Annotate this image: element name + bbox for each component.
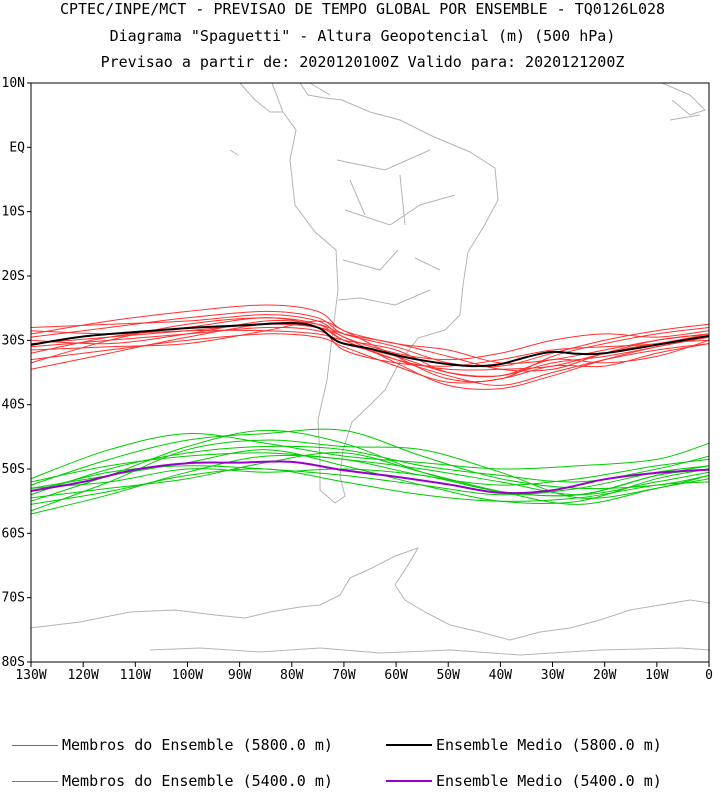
x-tick-label: 120W bbox=[67, 668, 98, 683]
x-tick-label: 20W bbox=[593, 668, 617, 683]
ensemble-member-line-member5400-11 bbox=[30, 468, 710, 505]
x-tick-label: 0 bbox=[705, 668, 713, 683]
y-tick-label: EQ bbox=[9, 140, 25, 155]
legend-item-members-5800: Membros do Ensemble (5800.0 m) bbox=[12, 736, 333, 754]
y-tick-label: 80S bbox=[2, 655, 25, 670]
ensemble-mean-line-mean5800-0 bbox=[30, 321, 710, 368]
south-america-outline bbox=[271, 82, 499, 504]
antarctica-shelf bbox=[149, 647, 711, 656]
legend-item-members-5400: Membros do Ensemble (5400.0 m) bbox=[12, 772, 333, 790]
y-tick-label: 70S bbox=[2, 591, 25, 606]
x-tick-label: 90W bbox=[228, 668, 252, 683]
antarctica-coastline bbox=[29, 547, 711, 641]
chart-title-line-3: Previsao a partir de: 2020120100Z Valido… bbox=[100, 53, 625, 71]
legend-label-mean-5400: Ensemble Medio (5400.0 m) bbox=[436, 772, 662, 790]
x-tick-label: 10W bbox=[645, 668, 669, 683]
x-tick-label: 110W bbox=[120, 668, 151, 683]
country-borders bbox=[336, 149, 456, 306]
y-tick-label: 10S bbox=[2, 205, 25, 220]
ensemble-member-line-member5400-8 bbox=[30, 454, 710, 515]
ensemble-member-line-member5800-9 bbox=[30, 304, 710, 364]
x-tick-label: 130W bbox=[15, 668, 46, 683]
ensemble-member-line-member5400-5 bbox=[30, 433, 710, 480]
legend-label-mean-5800: Ensemble Medio (5800.0 m) bbox=[436, 736, 662, 754]
ensemble-member-line-member5800-2 bbox=[30, 333, 710, 384]
y-tick-label: 60S bbox=[2, 526, 25, 541]
plot-frame bbox=[30, 82, 710, 663]
y-tick-label: 50S bbox=[2, 462, 25, 477]
legend-swatch-black bbox=[386, 744, 432, 746]
x-tick-label: 100W bbox=[172, 668, 203, 683]
axes bbox=[27, 82, 710, 667]
legend-item-mean-5400: Ensemble Medio (5400.0 m) bbox=[386, 772, 662, 790]
y-tick-label: 10N bbox=[2, 76, 25, 91]
legend-item-mean-5800: Ensemble Medio (5800.0 m) bbox=[386, 736, 662, 754]
ensemble-member-line-member5400-7 bbox=[30, 428, 710, 490]
x-tick-label: 60W bbox=[384, 668, 408, 683]
ensemble-member-line-member5800-3 bbox=[30, 310, 710, 368]
legend-swatch-green bbox=[12, 780, 58, 782]
ensemble-member-line-member5800-11 bbox=[30, 323, 710, 390]
chart-title-line-2: Diagrama "Spaguetti" - Altura Geopotenci… bbox=[109, 27, 616, 45]
y-tick-label: 30S bbox=[2, 333, 25, 348]
caribbean-islands bbox=[661, 82, 706, 121]
ensemble-member-line-member5400-9 bbox=[30, 468, 710, 497]
x-tick-label: 30W bbox=[541, 668, 565, 683]
legend-swatch-red bbox=[12, 744, 58, 746]
x-tick-label: 70W bbox=[332, 668, 356, 683]
x-tick-label: 50W bbox=[436, 668, 460, 683]
y-tick-label: 40S bbox=[2, 398, 25, 413]
y-tick-label: 20S bbox=[2, 269, 25, 284]
series-group bbox=[30, 304, 710, 515]
legend-label-members-5800: Membros do Ensemble (5800.0 m) bbox=[62, 736, 333, 754]
legend-label-members-5400: Membros do Ensemble (5400.0 m) bbox=[62, 772, 333, 790]
central-america-outline bbox=[229, 82, 331, 156]
x-tick-label: 40W bbox=[489, 668, 513, 683]
base-map bbox=[29, 82, 711, 656]
chart-title-line-1: CPTEC/INPE/MCT - PREVISAO DE TEMPO GLOBA… bbox=[59, 0, 666, 18]
ensemble-member-line-member5800-1 bbox=[30, 314, 710, 361]
ensemble-member-line-member5400-1 bbox=[30, 429, 710, 502]
ensemble-member-line-member5400-6 bbox=[30, 452, 710, 505]
x-tick-label: 80W bbox=[280, 668, 304, 683]
ensemble-mean-line-mean5400-0 bbox=[30, 460, 710, 495]
legend-swatch-purple bbox=[386, 780, 432, 782]
